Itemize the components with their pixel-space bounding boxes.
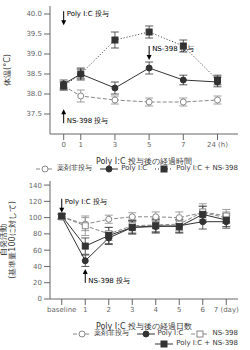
svg-text:60: 60 bbox=[33, 247, 42, 255]
html-text:薬剤非投与: 薬剤非投与 bbox=[93, 329, 129, 337]
svg-text:0: 0 bbox=[38, 295, 42, 303]
svg-text:39.0: 39.0 bbox=[26, 50, 42, 58]
html-text:NS-398: NS-398 bbox=[212, 329, 238, 337]
svg-text:Poly I:C 投与後の経過日数: Poly I:C 投与後の経過日数 bbox=[96, 322, 192, 331]
svg-text:24 (h): 24 (h) bbox=[207, 141, 228, 149]
svg-text:7: 7 bbox=[181, 141, 185, 149]
svg-text:7 (day): 7 (day) bbox=[214, 306, 239, 314]
svg-text:NS-398 投与: NS-398 投与 bbox=[88, 277, 130, 285]
svg-text:37.5: 37.5 bbox=[26, 110, 42, 118]
svg-text:140: 140 bbox=[29, 182, 42, 190]
svg-text:NS-398 投与: NS-398 投与 bbox=[67, 117, 109, 125]
svg-text:6: 6 bbox=[201, 306, 206, 314]
html-text:Poly I:C + NS-398: Poly I:C + NS-398 bbox=[176, 164, 238, 172]
svg-text:3: 3 bbox=[113, 141, 117, 149]
svg-text:3: 3 bbox=[130, 306, 134, 314]
svg-text:Poly I:C 投与: Poly I:C 投与 bbox=[65, 198, 107, 206]
svg-text:20: 20 bbox=[33, 279, 42, 287]
svg-text:5: 5 bbox=[147, 141, 151, 149]
html-text:薬剤非投与: 薬剤非投与 bbox=[57, 164, 93, 172]
svg-text:1: 1 bbox=[79, 141, 83, 149]
html-text:Poly I:C + NS-398: Poly I:C + NS-398 bbox=[176, 339, 238, 347]
svg-text:baseline: baseline bbox=[47, 306, 76, 314]
svg-text:自発活動(基準量100に対して): 自発活動(基準量100に対して) bbox=[8, 201, 17, 279]
svg-text:体温(°C): 体温(°C) bbox=[8, 54, 12, 86]
svg-text:4: 4 bbox=[154, 306, 159, 314]
svg-text:38.5: 38.5 bbox=[26, 70, 42, 78]
svg-text:40.0: 40.0 bbox=[26, 10, 42, 18]
svg-text:38.0: 38.0 bbox=[26, 90, 42, 98]
svg-text:40: 40 bbox=[33, 263, 42, 271]
svg-text:Poly I:C 投与: Poly I:C 投与 bbox=[67, 10, 109, 18]
svg-text:Poly I:C 投与後の経過時間: Poly I:C 投与後の経過時間 bbox=[96, 157, 192, 166]
svg-text:2: 2 bbox=[107, 306, 111, 314]
html-text:Poly I:C: Poly I:C bbox=[121, 164, 148, 172]
svg-text:NS-398 投与: NS-398 投与 bbox=[152, 45, 194, 53]
svg-text:5: 5 bbox=[177, 306, 181, 314]
svg-text:120: 120 bbox=[29, 198, 42, 206]
svg-text:39.5: 39.5 bbox=[26, 30, 42, 38]
svg-text:80: 80 bbox=[33, 230, 42, 238]
svg-text:100: 100 bbox=[29, 214, 42, 222]
svg-text:1: 1 bbox=[83, 306, 87, 314]
html-text:Poly I:C: Poly I:C bbox=[157, 329, 184, 337]
svg-text:0: 0 bbox=[61, 141, 65, 149]
